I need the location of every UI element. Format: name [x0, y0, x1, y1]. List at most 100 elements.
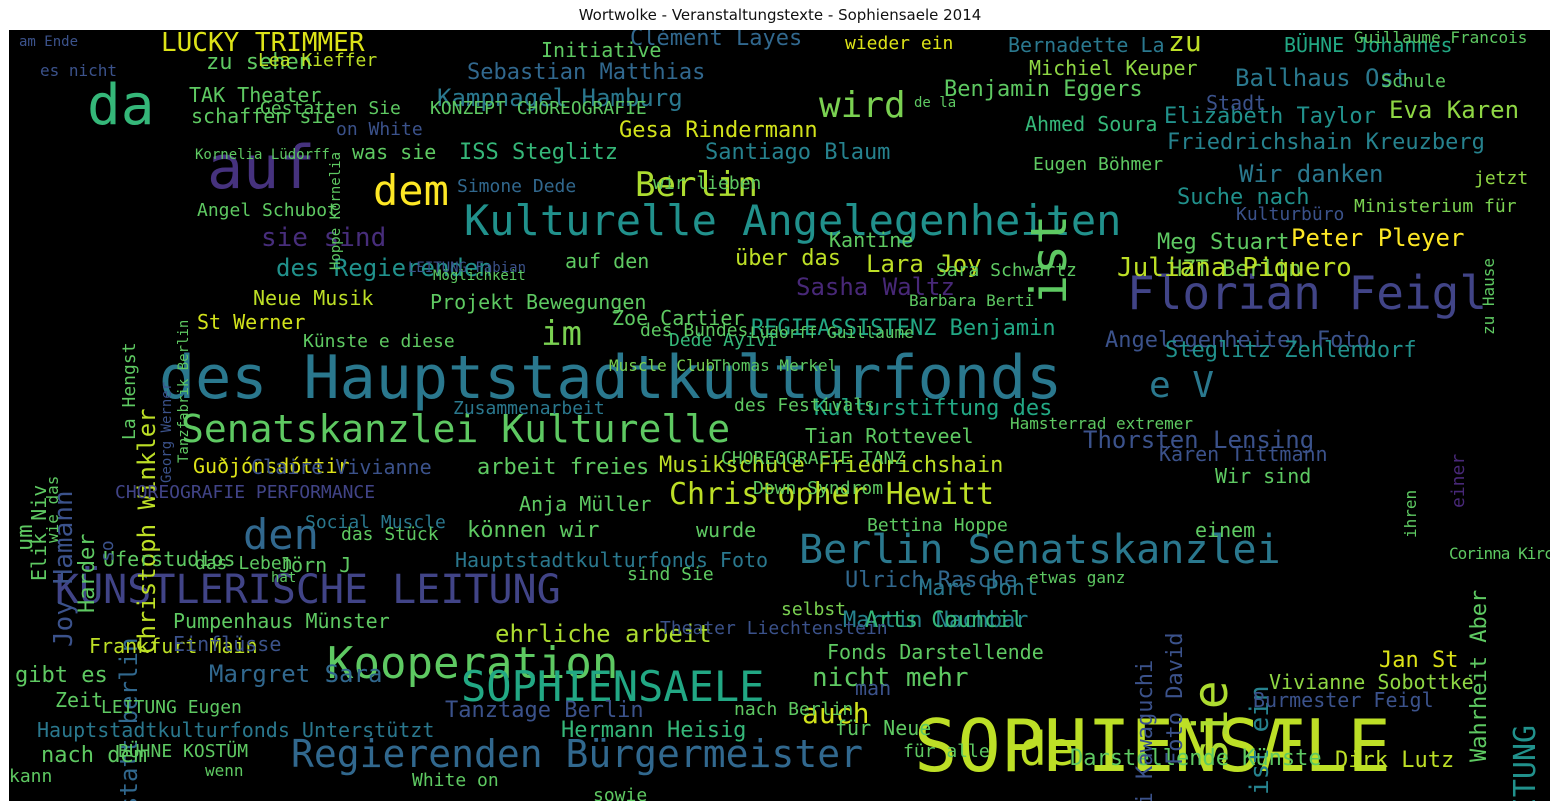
cloud-word: wenn — [205, 761, 244, 780]
cloud-word: Bettina Hoppe — [867, 515, 1008, 536]
cloud-word: Initiative — [541, 38, 662, 62]
cloud-word: des Hauptstadtkulturfonds — [159, 343, 1063, 413]
cloud-word: Sebastian Matthias — [467, 60, 706, 85]
cloud-word: Eva Karen — [1389, 96, 1520, 124]
cloud-word: St Werner — [197, 310, 306, 334]
cloud-word: des Regierenden — [276, 254, 493, 282]
cloud-word: auch — [802, 697, 870, 730]
cloud-word: Ministerium für — [1354, 196, 1517, 217]
cloud-word: Schule — [1381, 71, 1447, 92]
cloud-word: Einflüsse — [173, 632, 282, 656]
cloud-word: Peter Pleyer — [1291, 224, 1465, 252]
cloud-word: Arts Council — [865, 608, 1024, 633]
cloud-word: Ballhaus Ost — [1235, 64, 1409, 92]
cloud-word: Tanztage Berlin — [445, 698, 644, 723]
cloud-word: wird — [819, 85, 906, 126]
cloud-word: Berlin Senatskanzlei — [799, 527, 1281, 573]
cloud-word: on White — [336, 119, 423, 140]
cloud-word: Harder — [75, 533, 100, 613]
cloud-word: Senatskanzlei Kulturelle — [181, 407, 731, 451]
cloud-word: Thomas Merkel — [712, 356, 838, 375]
cloud-word: Kornelia Lüdorff — [195, 147, 330, 163]
cloud-word: Pumpenhaus Münster — [173, 609, 390, 633]
cloud-word: das Leben — [195, 553, 293, 574]
cloud-word: sind Sie — [627, 564, 714, 585]
cloud-word: wieder ein — [845, 33, 954, 54]
cloud-word: was sie — [352, 140, 437, 164]
cloud-word: Lara Joy — [866, 250, 982, 278]
cloud-word: Frankfurt Main — [89, 634, 258, 658]
cloud-word: Hoppe Kornelia — [328, 151, 344, 270]
cloud-word: e V — [1149, 365, 1215, 406]
cloud-word: Hermann Heisig — [561, 718, 747, 743]
cloud-word: Muscle Club — [609, 356, 715, 375]
cloud-word: nicht mehr — [812, 663, 969, 693]
cloud-word: einem — [1195, 518, 1256, 542]
cloud-word: REGIEASSISTENZ Benjamin — [751, 316, 1056, 341]
cloud-word: Hauptstadtkulturfonds Foto — [455, 548, 769, 572]
cloud-word: dem — [373, 166, 449, 215]
cloud-word: KONZEPT CHOREOGRAFIE — [430, 98, 647, 119]
cloud-word: es nicht — [40, 61, 118, 80]
cloud-word: auf den — [565, 249, 650, 273]
cloud-word: am Ende — [19, 34, 79, 50]
cloud-word: Theater Liechtenstein — [660, 618, 888, 639]
cloud-word: de la — [914, 95, 957, 111]
cloud-word: Elizabeth Taylor — [1164, 104, 1376, 129]
cloud-word: Anja Müller — [519, 492, 652, 516]
cloud-word: können wir — [467, 518, 600, 543]
cloud-word: Christoph Winkler — [133, 408, 161, 654]
cloud-word: kann — [9, 766, 53, 787]
cloud-word: Zusammenarbeit — [453, 398, 605, 419]
cloud-word: Kulturbüro — [1236, 204, 1345, 225]
cloud-word: Künste e diese — [303, 331, 455, 352]
cloud-word: Vivianne Sobottke — [1269, 670, 1474, 694]
cloud-word: Yui Kawaguchi — [1133, 659, 1158, 801]
cloud-word: Clément Layes — [630, 30, 803, 51]
cloud-word: Gesa Rindermann — [619, 118, 818, 143]
cloud-word: des Festivals — [734, 395, 875, 416]
cloud-word: zu sehen — [206, 50, 312, 75]
cloud-word: selbst — [781, 599, 847, 620]
cloud-word: Burmester Feigl — [1253, 688, 1434, 712]
cloud-word: Dede Ayivi — [669, 330, 778, 351]
cloud-word: Michiel Keuper — [1029, 56, 1198, 80]
cloud-word: de — [1019, 722, 1075, 776]
cloud-word: BÜHNE KOSTÜM — [118, 741, 249, 762]
cloud-word: Angelegenheiten Foto — [1105, 328, 1370, 353]
cloud-word: Ahmed Soura — [1025, 112, 1158, 136]
cloud-word: Kulturstiftung des — [814, 396, 1053, 421]
cloud-word: Kampnagel Hamburg — [437, 84, 683, 112]
cloud-word: wie das — [43, 475, 62, 543]
cloud-word: Kantine — [829, 228, 914, 252]
cloud-word: KÜNSTLERISCHE LEITUNG — [55, 567, 561, 613]
cloud-word: etwas ganz — [1029, 568, 1126, 587]
cloud-word: Eugen Böhmer — [1033, 154, 1164, 175]
cloud-word: Guillaume Francois — [1354, 30, 1528, 47]
cloud-word: Margret Sara — [209, 660, 383, 688]
cloud-word: das Stück — [341, 524, 439, 545]
cloud-word: Tanzfabrik Berlin — [176, 319, 192, 463]
cloud-word: TECHNISCHE LEITUNG — [1508, 725, 1543, 801]
cloud-word: Thorsten Lensing — [1083, 426, 1315, 454]
cloud-word: SOPHIENSAELE — [461, 662, 765, 711]
cloud-word: Bernadette La — [1008, 33, 1165, 57]
cloud-word: Down Syndrom — [753, 478, 884, 499]
cloud-word: Hamsterrad extremer — [1010, 414, 1194, 433]
cloud-word: ehrliche arbeit — [495, 620, 712, 648]
cloud-word: Social Muscle — [305, 512, 446, 533]
cloud-word: wurde — [696, 518, 757, 542]
cloud-word: Jan St — [1379, 648, 1459, 673]
cloud-word: Barbara Berti — [909, 291, 1035, 310]
cloud-word: Christopher Hewitt — [669, 477, 995, 512]
cloud-word: Wir sind — [1215, 464, 1312, 488]
cloud-word: Benjamin Eggers — [944, 77, 1143, 102]
cloud-word: auf — [207, 133, 316, 203]
cloud-word: Wahrheit Aber — [1467, 589, 1492, 762]
cloud-word: Guðjónsdóttir — [193, 454, 350, 478]
cloud-word: Regierenden Bürgermeister — [291, 732, 863, 776]
cloud-word: BÜHNE Johannes — [1284, 33, 1453, 57]
cloud-word: La Hengst — [119, 342, 140, 440]
cloud-word: LEITUNG Fabian — [408, 260, 527, 276]
cloud-word: Uferstudios — [103, 547, 236, 571]
